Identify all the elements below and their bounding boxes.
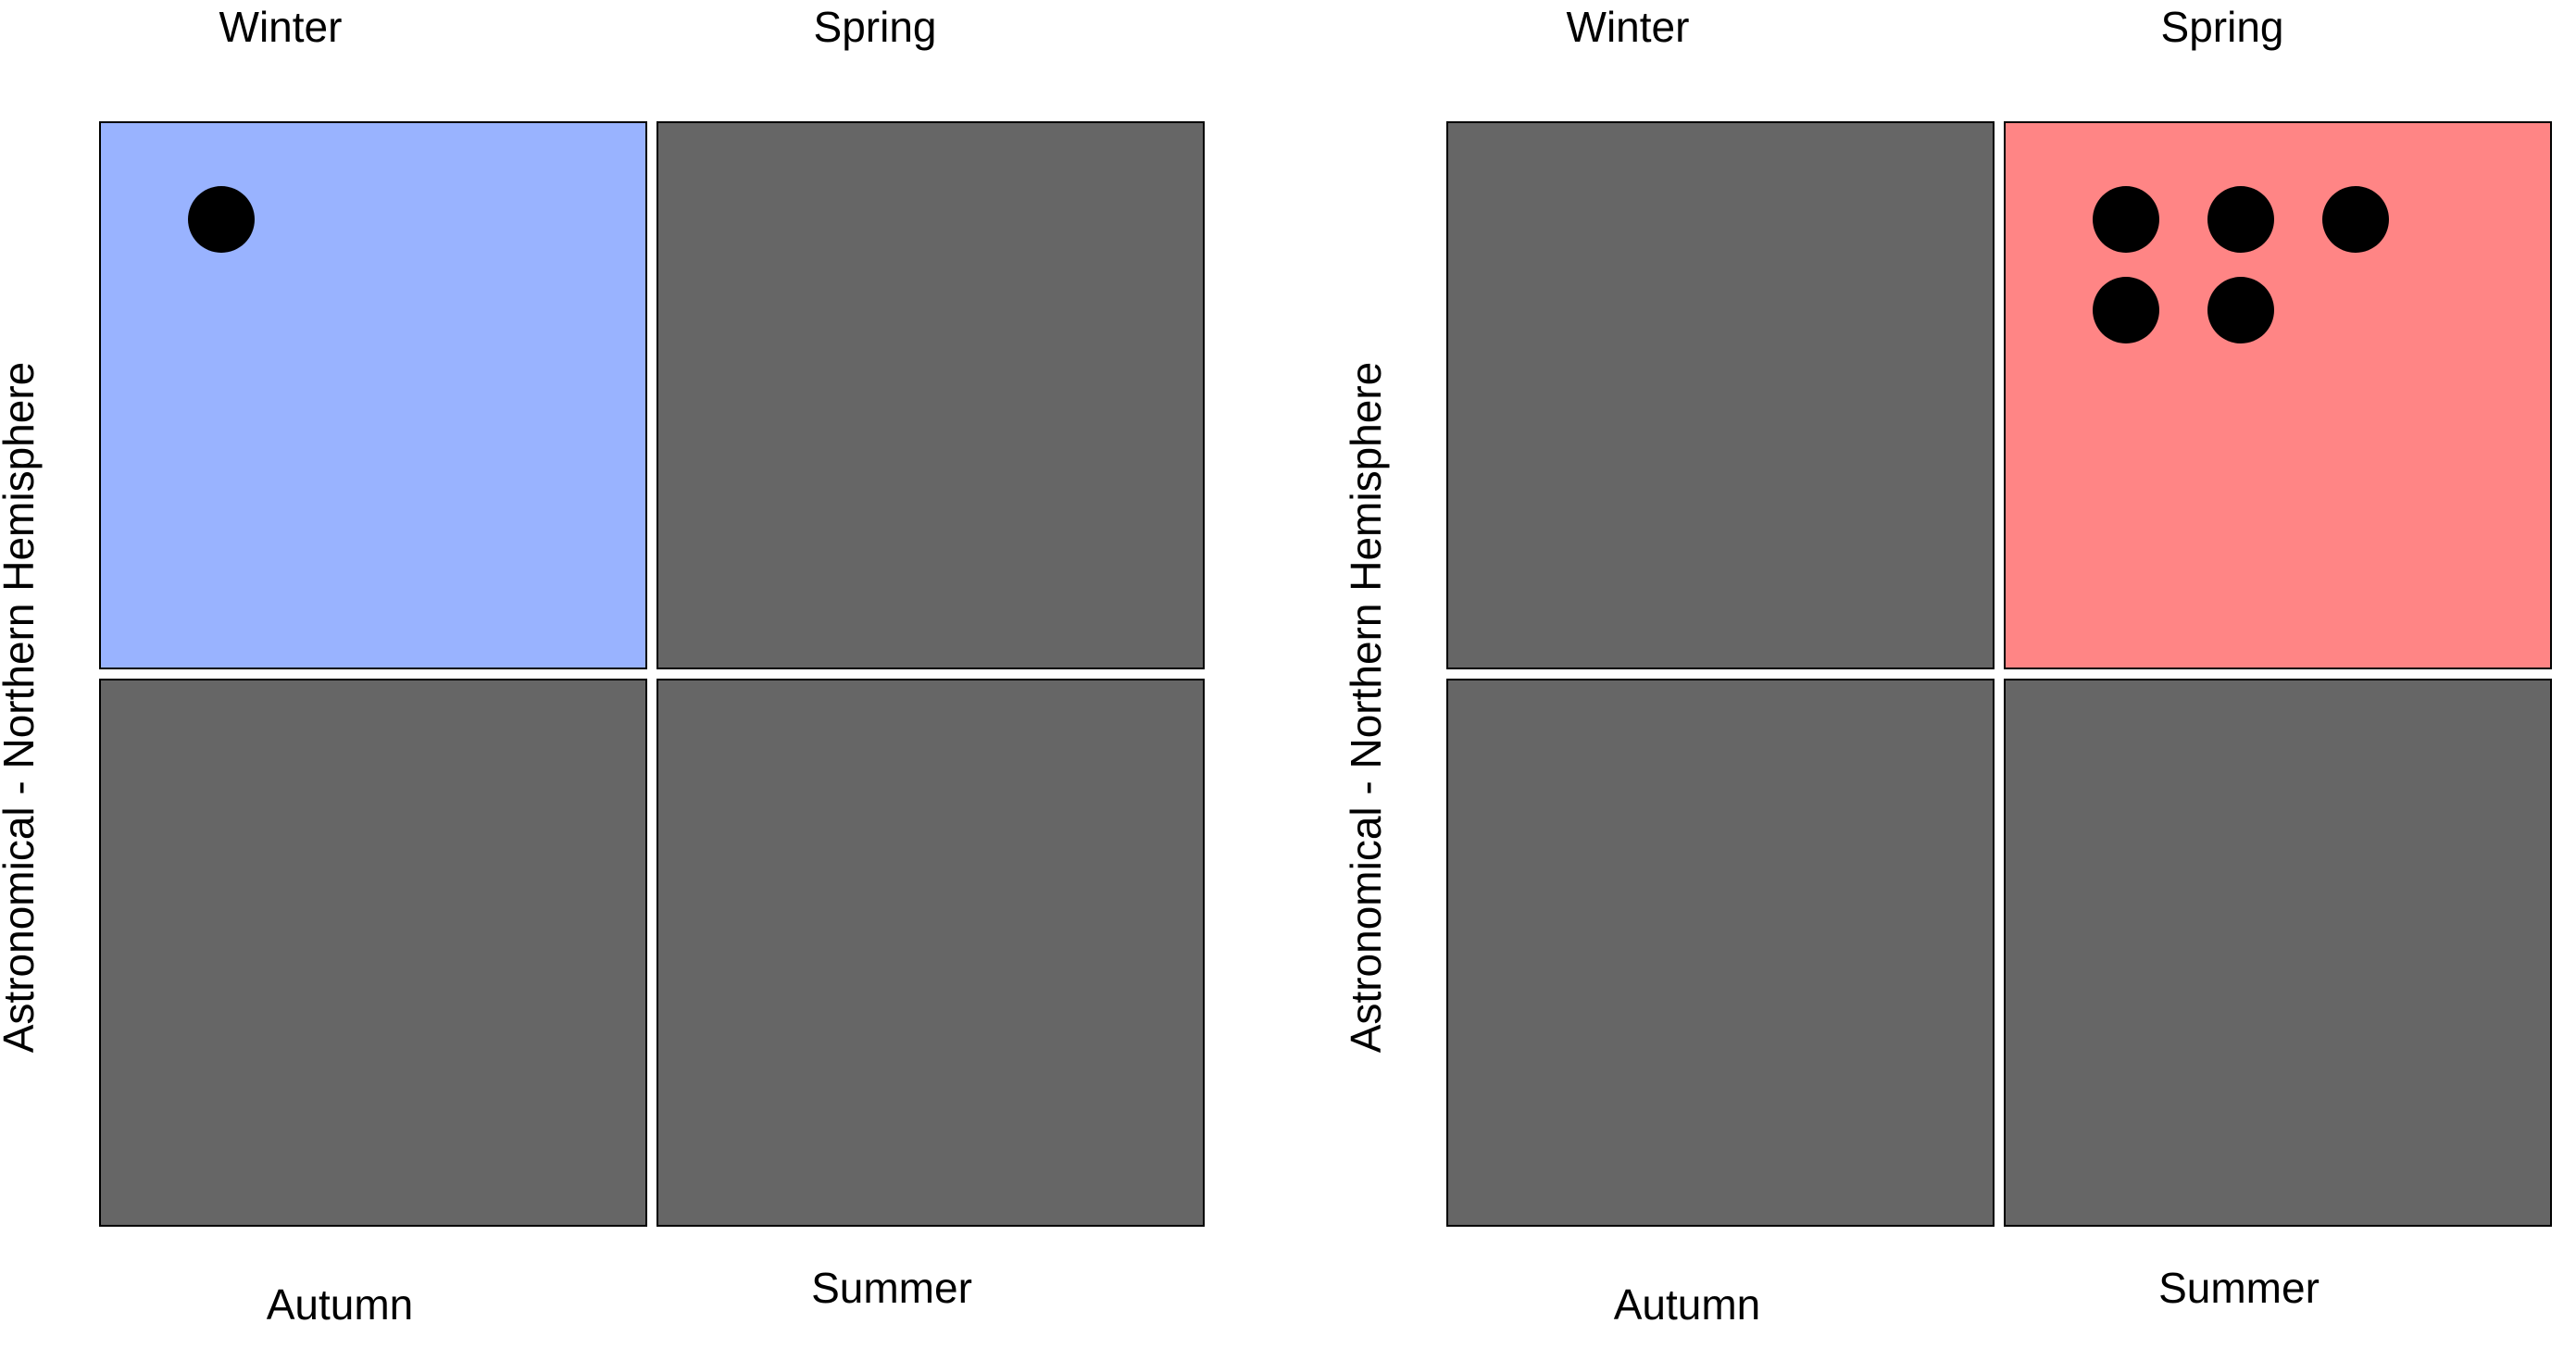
axis-label: Astronomical - Northern Hemisphere: [0, 361, 43, 1054]
label-summer: Summer: [2158, 1264, 2320, 1312]
dot-marker: [2322, 186, 2389, 253]
label-winter: Winter: [219, 3, 343, 51]
quadrant-winter: [1446, 121, 1995, 669]
dot-marker: [188, 186, 255, 253]
label-autumn: Autumn: [266, 1280, 414, 1329]
quadrant-spring: [2004, 121, 2552, 669]
season-panel-left: Winter Spring Astronomical - Northern He…: [0, 3, 1205, 1329]
quadrant-autumn: [1446, 679, 1995, 1227]
season-grid: [99, 121, 1205, 1227]
quadrant-autumn: [99, 679, 647, 1227]
season-grid: [1446, 121, 2552, 1227]
dot-marker: [2093, 277, 2159, 343]
quadrant-winter: [99, 121, 647, 669]
dot-marker: [2093, 186, 2159, 253]
quadrant-summer: [657, 679, 1205, 1227]
label-spring: Spring: [813, 3, 937, 51]
axis-label: Astronomical - Northern Hemisphere: [1342, 361, 1390, 1054]
label-spring: Spring: [2160, 3, 2284, 51]
season-panel-right: Winter Spring Astronomical - Northern He…: [1342, 0, 2576, 1348]
label-autumn: Autumn: [1613, 1280, 1761, 1329]
dot-marker: [2207, 186, 2274, 253]
label-winter: Winter: [1566, 3, 1690, 51]
label-summer: Summer: [811, 1264, 972, 1312]
quadrant-spring: [657, 121, 1205, 669]
quadrant-summer: [2004, 679, 2552, 1227]
dot-marker: [2207, 277, 2274, 343]
